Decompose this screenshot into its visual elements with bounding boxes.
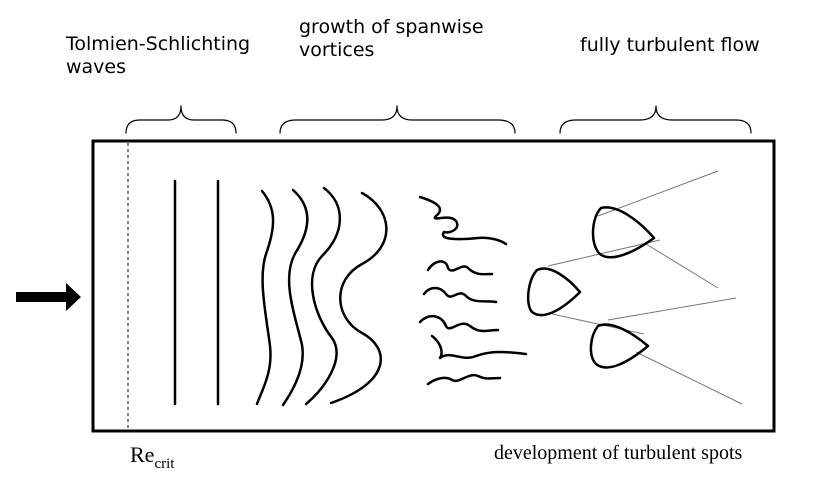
turbulent-spot	[526, 267, 582, 317]
re-crit-subscript: crit	[154, 456, 175, 472]
breakdown-line	[418, 195, 508, 246]
vortex-line	[329, 191, 388, 405]
re-crit-label: Recrit	[130, 442, 174, 473]
turbulent-spot	[589, 323, 650, 369]
re-crit-main: Re	[130, 442, 155, 467]
spanwise-vortices-label-line1: growth of spanwise	[299, 16, 484, 38]
turbulent-flow-label: fully turbulent flow	[580, 34, 760, 56]
wedge-line	[607, 297, 737, 321]
breakdown-line	[418, 314, 500, 333]
brace-vortices-icon	[279, 105, 516, 134]
brace-turbulent-icon	[559, 105, 752, 134]
wedge-line	[645, 243, 719, 289]
turbulent-spot	[591, 206, 656, 259]
vortex-line	[281, 188, 309, 407]
ts-waves-label-line1: Tolmien-Schlichting	[66, 33, 251, 55]
channel-box	[91, 139, 776, 433]
vortex-line	[255, 189, 275, 406]
spanwise-vortices-label: growth of spanwise vortices	[299, 16, 484, 62]
spot-wedge-lines	[547, 170, 743, 405]
ts-waves-label: Tolmien-Schlichting waves	[66, 33, 250, 79]
wedge-line	[547, 239, 661, 267]
wedge-line	[635, 351, 743, 405]
vortex-line	[304, 186, 342, 406]
wedge-line	[597, 170, 719, 217]
breakdown-line	[430, 334, 528, 360]
wedge-line	[551, 313, 645, 335]
brace-ts-icon	[125, 105, 237, 134]
spanwise-vortices-label-line2: vortices	[299, 39, 375, 61]
turbulent-spots-label: development of turbulent spots	[494, 442, 743, 464]
breakdown-line	[422, 286, 498, 304]
ts-waves-label-line2: waves	[66, 56, 127, 78]
breakdown-line	[426, 373, 502, 386]
flow-arrow-icon	[16, 283, 81, 311]
breakdown-line	[426, 260, 494, 276]
